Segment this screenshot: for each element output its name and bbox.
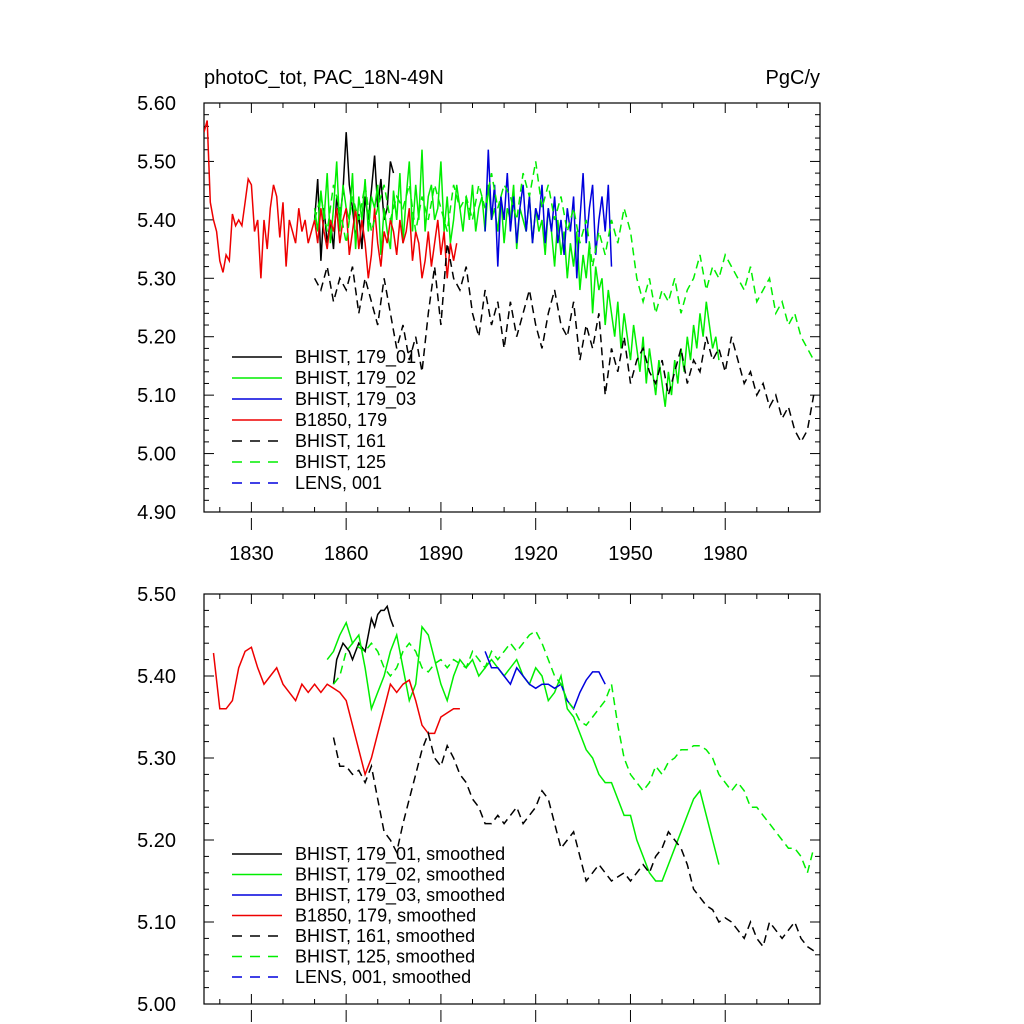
plot-frame [203, 102, 821, 513]
legend-label: BHIST, 179_03 [295, 389, 416, 410]
series-line [313, 161, 815, 361]
series-line [212, 646, 460, 777]
y-tick-label: 5.50 [137, 584, 176, 606]
y-tick-label: 5.10 [137, 912, 176, 934]
top-chart-axes: 4.90 5.00 5.10 5.20 5.30 5.40 5.50 5.60 1830 1860… [137, 93, 821, 565]
legend-label: BHIST, 179_02 [295, 368, 416, 389]
x-tick-label: 1860 [324, 543, 369, 565]
x-tick-label: 1890 [419, 543, 464, 565]
y-tick-label: 5.20 [137, 327, 176, 349]
series-line [204, 120, 458, 279]
series-line [326, 620, 720, 882]
series-line [332, 629, 815, 876]
series-line [332, 730, 815, 952]
plot-frame [203, 593, 821, 1005]
series-line [484, 651, 606, 711]
x-tick-label: 1920 [513, 543, 558, 565]
x-tick-label: 1830 [229, 543, 274, 565]
bottom-chart: 5.00 5.10 5.20 5.30 5.40 5.50 BHIST, 179_01, … [137, 584, 821, 1022]
top-chart: photoC_tot, PAC_18N-49N PgC/y 4.90 5.00 5.… [137, 67, 821, 565]
legend-label: BHIST, 161, smoothed [295, 926, 475, 946]
y-tick-label: 5.50 [137, 151, 176, 173]
bottom-chart-axes: 5.00 5.10 5.20 5.30 5.40 5.50 [137, 584, 821, 1022]
series-line [484, 149, 613, 279]
bottom-chart-series [212, 604, 815, 952]
legend-label: BHIST, 179_03, smoothed [295, 885, 505, 906]
y-tick-label: 5.20 [137, 830, 176, 852]
y-tick-label: 5.30 [137, 748, 176, 770]
y-tick-label: 5.40 [137, 666, 176, 688]
y-tick-label: 4.90 [137, 502, 176, 524]
legend-label: BHIST, 125, smoothed [295, 947, 475, 967]
legend-label: BHIST, 161 [295, 431, 386, 451]
legend-label: BHIST, 125 [295, 452, 386, 472]
x-tick-label: 1980 [703, 543, 748, 565]
y-tick-label: 5.40 [137, 210, 176, 232]
y-tick-label: 5.10 [137, 385, 176, 407]
top-chart-series [204, 120, 815, 444]
legend-label: B1850, 179, smoothed [295, 906, 476, 926]
chart-units: PgC/y [766, 67, 820, 89]
y-tick-label: 5.30 [137, 268, 176, 290]
series-line [313, 149, 720, 407]
legend-label: BHIST, 179_01 [295, 347, 416, 368]
chart-title: photoC_tot, PAC_18N-49N [204, 67, 444, 89]
legend-label: BHIST, 179_02, smoothed [295, 865, 505, 886]
y-tick-label: 5.60 [137, 93, 176, 115]
series-line [313, 243, 815, 444]
legend-label: BHIST, 179_01, smoothed [295, 844, 505, 865]
legend-label: B1850, 179 [295, 410, 387, 430]
legend-label: LENS, 001 [295, 473, 382, 493]
y-tick-label: 5.00 [137, 444, 176, 466]
x-tick-label: 1950 [608, 543, 653, 565]
series-line [332, 604, 395, 685]
legend-label: LENS, 001, smoothed [295, 967, 471, 987]
y-tick-label: 5.00 [137, 994, 176, 1016]
